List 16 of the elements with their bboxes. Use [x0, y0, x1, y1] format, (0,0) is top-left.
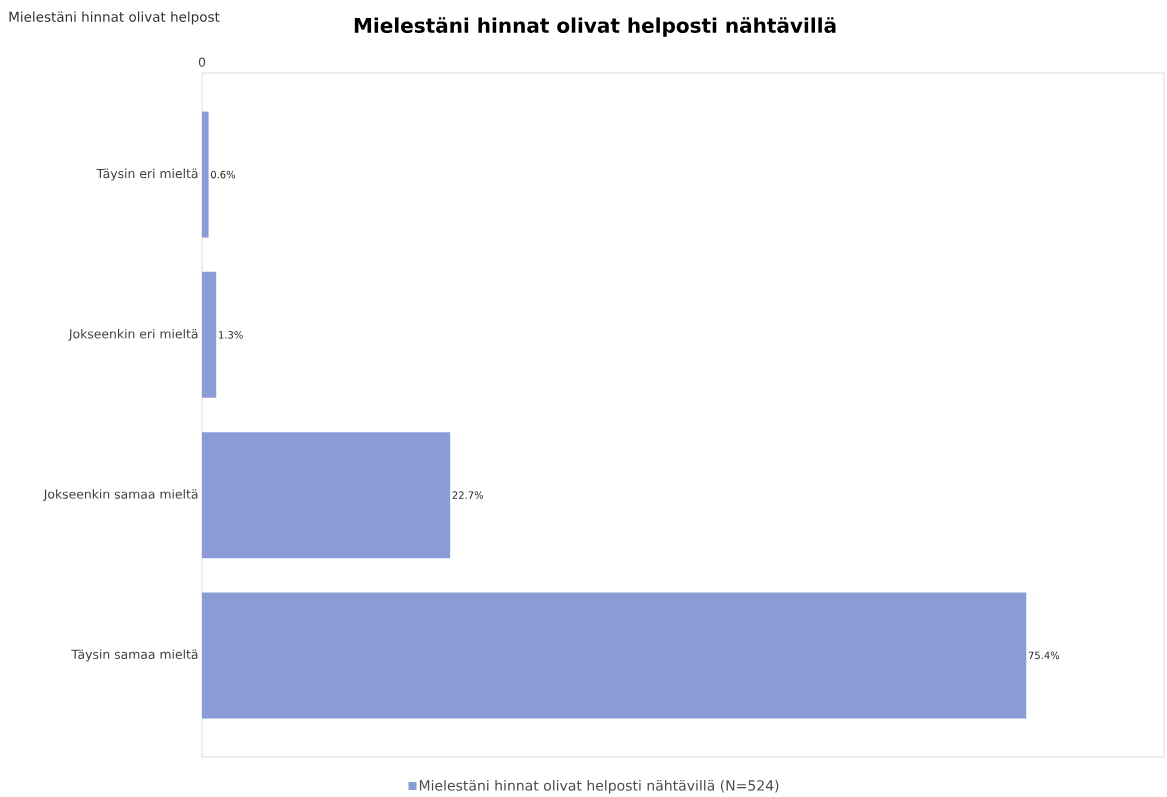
y-tick-label: Täysin samaa mieltä: [71, 649, 198, 662]
data-label: 75.4%: [1028, 651, 1060, 660]
text: 0: [198, 57, 206, 67]
legend-label: Mielestäni hinnat olivat helposti nähtävillä (N=524): [419, 779, 779, 794]
data-label: 0.6%: [210, 170, 236, 179]
y-tick-label: Jokseenkin samaa mieltä: [43, 489, 198, 502]
data-label: 22.7%: [452, 491, 484, 499]
bar: [202, 592, 1027, 719]
y-tick-label: Täysin eri mieltä: [96, 168, 198, 181]
bar: [202, 111, 209, 238]
data-label: 1.3%: [219, 331, 243, 339]
bar: [202, 271, 217, 398]
bar: [202, 432, 451, 559]
chart-title: Mielestäni hinnat olivat helposti nähtävillä: [354, 17, 836, 37]
y-tick-label: Jokseenkin eri mieltä: [68, 328, 198, 341]
text: Mielestäni hinnat olivat helpost: [9, 11, 220, 25]
